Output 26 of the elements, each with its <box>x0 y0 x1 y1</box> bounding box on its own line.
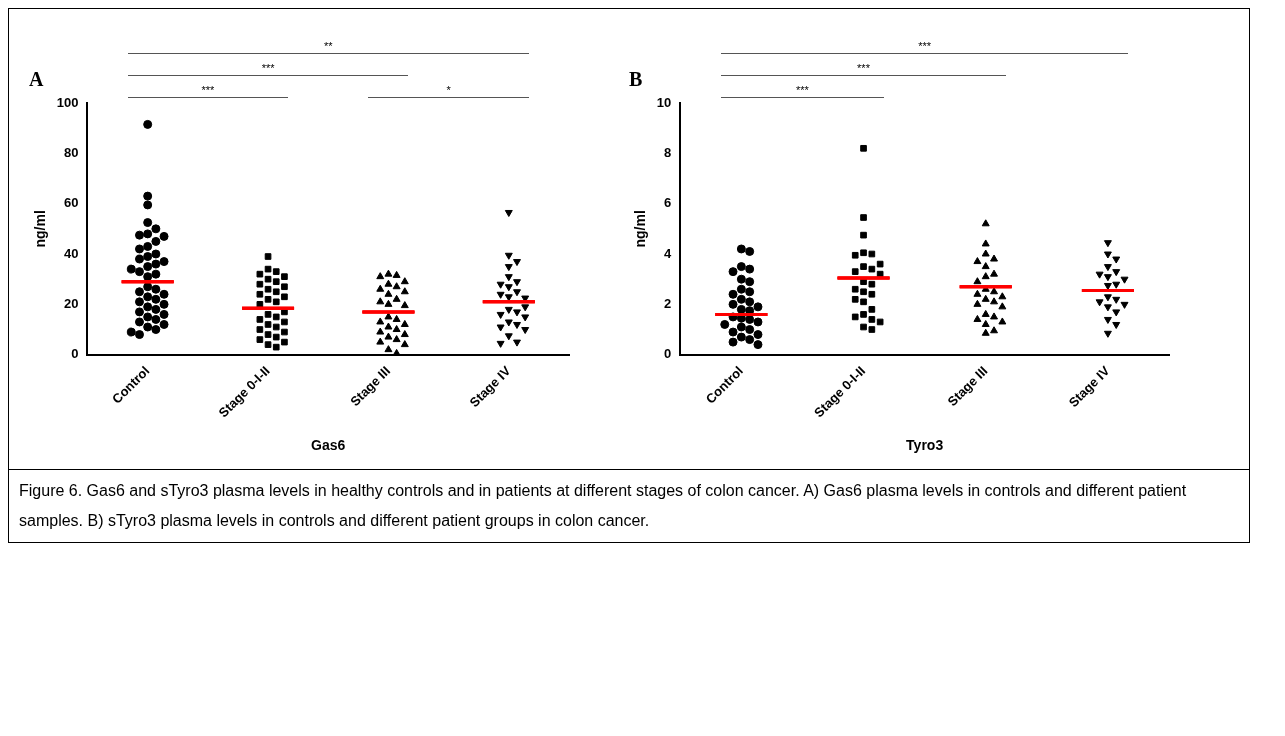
y-tick-label: 0 <box>71 346 79 362</box>
x-axis-title: Gas6 <box>311 437 346 454</box>
y-tick-label: 2 <box>664 295 672 311</box>
y-tick-label: 6 <box>664 195 672 211</box>
y-tick-label: 0 <box>664 346 672 362</box>
y-tick-label: 100 <box>56 94 79 110</box>
significance-bracket: * <box>368 83 529 98</box>
chart-title: B <box>629 68 643 91</box>
y-tick-label: 20 <box>64 295 79 311</box>
y-axis-title: ng/ml <box>32 210 49 248</box>
significance-bracket: *** <box>721 83 884 98</box>
y-tick-label: 10 <box>656 94 672 110</box>
chart-title: A <box>29 68 44 91</box>
significance-bracket: ** <box>127 39 529 54</box>
y-tick-label: 40 <box>64 245 79 261</box>
significance-bracket: *** <box>721 39 1128 54</box>
y-axis-title: ng/ml <box>632 210 649 248</box>
caption: Figure 6. Gas6 and sTyro3 plasma levels in healthy controls and in patients at different stages of colon cancer. A) Gas6 plasma levels in controls and different patient samples. B) sTyro3 plasma levels in controls and different patient groups in colon cancer. <box>18 481 1188 531</box>
y-tick-label: 8 <box>664 144 672 160</box>
y-tick-label: 60 <box>64 195 79 211</box>
significance-bracket: *** <box>721 61 1006 76</box>
x-axis-title: Tyro3 <box>906 437 944 454</box>
significance-bracket: *** <box>127 61 409 76</box>
y-tick-label: 4 <box>664 245 673 261</box>
y-tick-label: 80 <box>64 144 79 160</box>
significance-bracket: *** <box>127 83 289 98</box>
